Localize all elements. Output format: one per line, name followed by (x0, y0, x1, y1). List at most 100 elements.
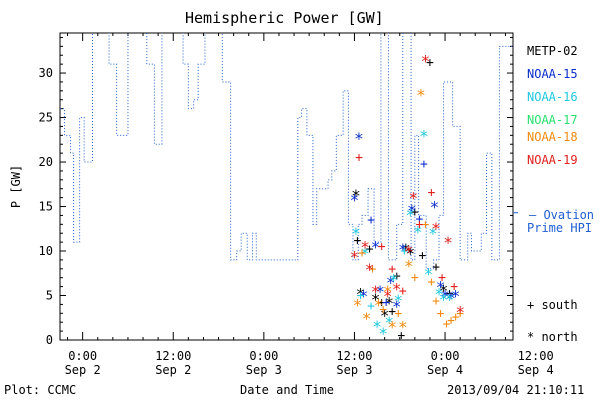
x-tick-label-date: Sep 3 (246, 363, 282, 377)
data-point-noaa-19: * (443, 233, 453, 252)
data-point-noaa-15: * (451, 287, 461, 306)
data-point-noaa-19: * (404, 242, 414, 261)
data-point-noaa-19: + (399, 284, 407, 299)
data-point-noaa-16: * (445, 290, 455, 309)
footer-plot-credit: Plot: CCMC (4, 383, 77, 397)
data-point-noaa-18: * (362, 309, 372, 328)
x-tick-label-time: 0:00 (68, 349, 97, 363)
data-point-noaa-15: + (382, 296, 390, 311)
data-point-metp-02: + (432, 260, 440, 275)
legend-item-noaa-17: NOAA-17 (527, 113, 578, 127)
data-point-noaa-15: * (440, 287, 450, 306)
data-point-noaa-18: + (443, 317, 451, 332)
data-point-noaa-15: * (398, 240, 408, 259)
data-point-metp-02: + (446, 287, 454, 302)
data-point-noaa-19: + (438, 271, 446, 286)
x-tick-label-date: Sep 4 (427, 363, 463, 377)
data-point-noaa-18: + (456, 306, 464, 321)
data-point-noaa-16: * (378, 324, 388, 343)
y-axis-label: P [GW] (9, 164, 24, 209)
data-point-noaa-19: + (388, 262, 396, 277)
data-point-noaa-19: + (355, 151, 363, 166)
data-point-metp-02: * (380, 306, 390, 325)
data-point-noaa-18: + (394, 306, 402, 321)
chart-title: Hemispheric Power [GW] (185, 9, 384, 27)
data-point-noaa-15: * (436, 278, 446, 297)
data-point-noaa-15: * (430, 198, 440, 217)
data-point-noaa-16: * (384, 313, 394, 332)
data-point-noaa-18: * (374, 295, 384, 314)
data-point-noaa-18: * (404, 256, 414, 275)
data-point-noaa-19: * (455, 303, 465, 322)
x-tick-label-time: 12:00 (155, 349, 191, 363)
data-point-noaa-19: * (409, 189, 419, 208)
ovation-label-line2: Prime HPI (527, 221, 593, 235)
data-point-noaa-18: + (432, 294, 440, 309)
data-point-metp-02: * (405, 244, 415, 263)
x-tick-label-time: 12:00 (518, 349, 554, 363)
south-marker-key: + south (527, 298, 578, 312)
legend-item-noaa-19: NOAA-19 (527, 153, 578, 167)
data-point-noaa-19: * (392, 279, 402, 298)
legend-item-noaa-15: NOAA-15 (527, 67, 578, 81)
x-tick-label-time: 0:00 (249, 349, 278, 363)
data-point-noaa-15: + (415, 212, 423, 227)
data-point-noaa-19: * (365, 260, 375, 279)
x-tick-label-date: Sep 3 (336, 363, 372, 377)
x-tick-label-date: Sep 4 (518, 363, 554, 377)
data-point-noaa-16: * (389, 270, 399, 289)
data-point-noaa-16: * (360, 244, 370, 263)
y-tick-label: 0 (46, 333, 53, 347)
data-point-noaa-16: * (424, 264, 434, 283)
data-point-noaa-19: + (378, 240, 386, 255)
data-point-metp-02: + (397, 329, 405, 344)
legend-item-metp-02: METP-02 (527, 44, 578, 58)
data-point-metp-02: + (388, 305, 396, 320)
data-point-noaa-15: * (375, 282, 385, 301)
data-point-noaa-15: * (392, 297, 402, 316)
data-point-noaa-15: * (407, 201, 417, 220)
data-point-noaa-18: * (383, 282, 393, 301)
data-point-noaa-18: * (353, 295, 363, 314)
data-point-noaa-18: * (416, 85, 426, 104)
data-point-metp-02: + (393, 269, 401, 284)
data-point-noaa-16: * (419, 126, 429, 145)
ovation-label-line1: — Ovation (529, 208, 595, 222)
data-point-noaa-15: * (386, 273, 396, 292)
data-point-noaa-15: * (350, 190, 360, 209)
data-point-noaa-15: * (359, 287, 369, 306)
data-point-noaa-18: + (422, 217, 430, 232)
data-point-noaa-18: * (398, 318, 408, 337)
data-point-metp-02: * (371, 290, 381, 309)
data-point-noaa-19: * (383, 287, 393, 306)
data-point-noaa-16: * (413, 222, 423, 241)
data-point-noaa-16: + (400, 244, 408, 259)
north-marker-key: * north (527, 330, 578, 344)
legend-item-noaa-16: NOAA-16 (527, 90, 578, 104)
data-point-noaa-16: * (405, 206, 415, 225)
data-point-noaa-16: + (367, 299, 375, 314)
data-point-metp-02: * (351, 186, 361, 205)
data-point-noaa-15: * (446, 288, 456, 307)
data-point-metp-02: + (426, 55, 434, 70)
x-tick-label-date: Sep 2 (155, 363, 191, 377)
data-point-metp-02: + (418, 248, 426, 263)
data-point-noaa-19: + (415, 217, 423, 232)
footer-timestamp: 2013/09/04 21:10:11 (447, 383, 585, 397)
data-point-metp-02: * (439, 281, 449, 300)
data-point-metp-02: + (411, 205, 419, 220)
data-point-noaa-16: * (393, 291, 403, 310)
data-point-noaa-18: + (452, 310, 460, 325)
data-point-noaa-18: + (379, 303, 387, 318)
data-point-metp-02: * (401, 240, 411, 259)
y-tick-label: 15 (39, 200, 53, 214)
x-tick-label-time: 0:00 (431, 349, 460, 363)
data-point-metp-02: * (356, 285, 366, 304)
data-point-noaa-15: * (371, 238, 381, 257)
data-point-noaa-19: * (421, 52, 431, 71)
y-tick-label: 10 (39, 244, 53, 258)
y-tick-label: 25 (39, 111, 53, 125)
legend-item-noaa-18: NOAA-18 (527, 130, 578, 144)
x-tick-label-time: 12:00 (336, 349, 372, 363)
